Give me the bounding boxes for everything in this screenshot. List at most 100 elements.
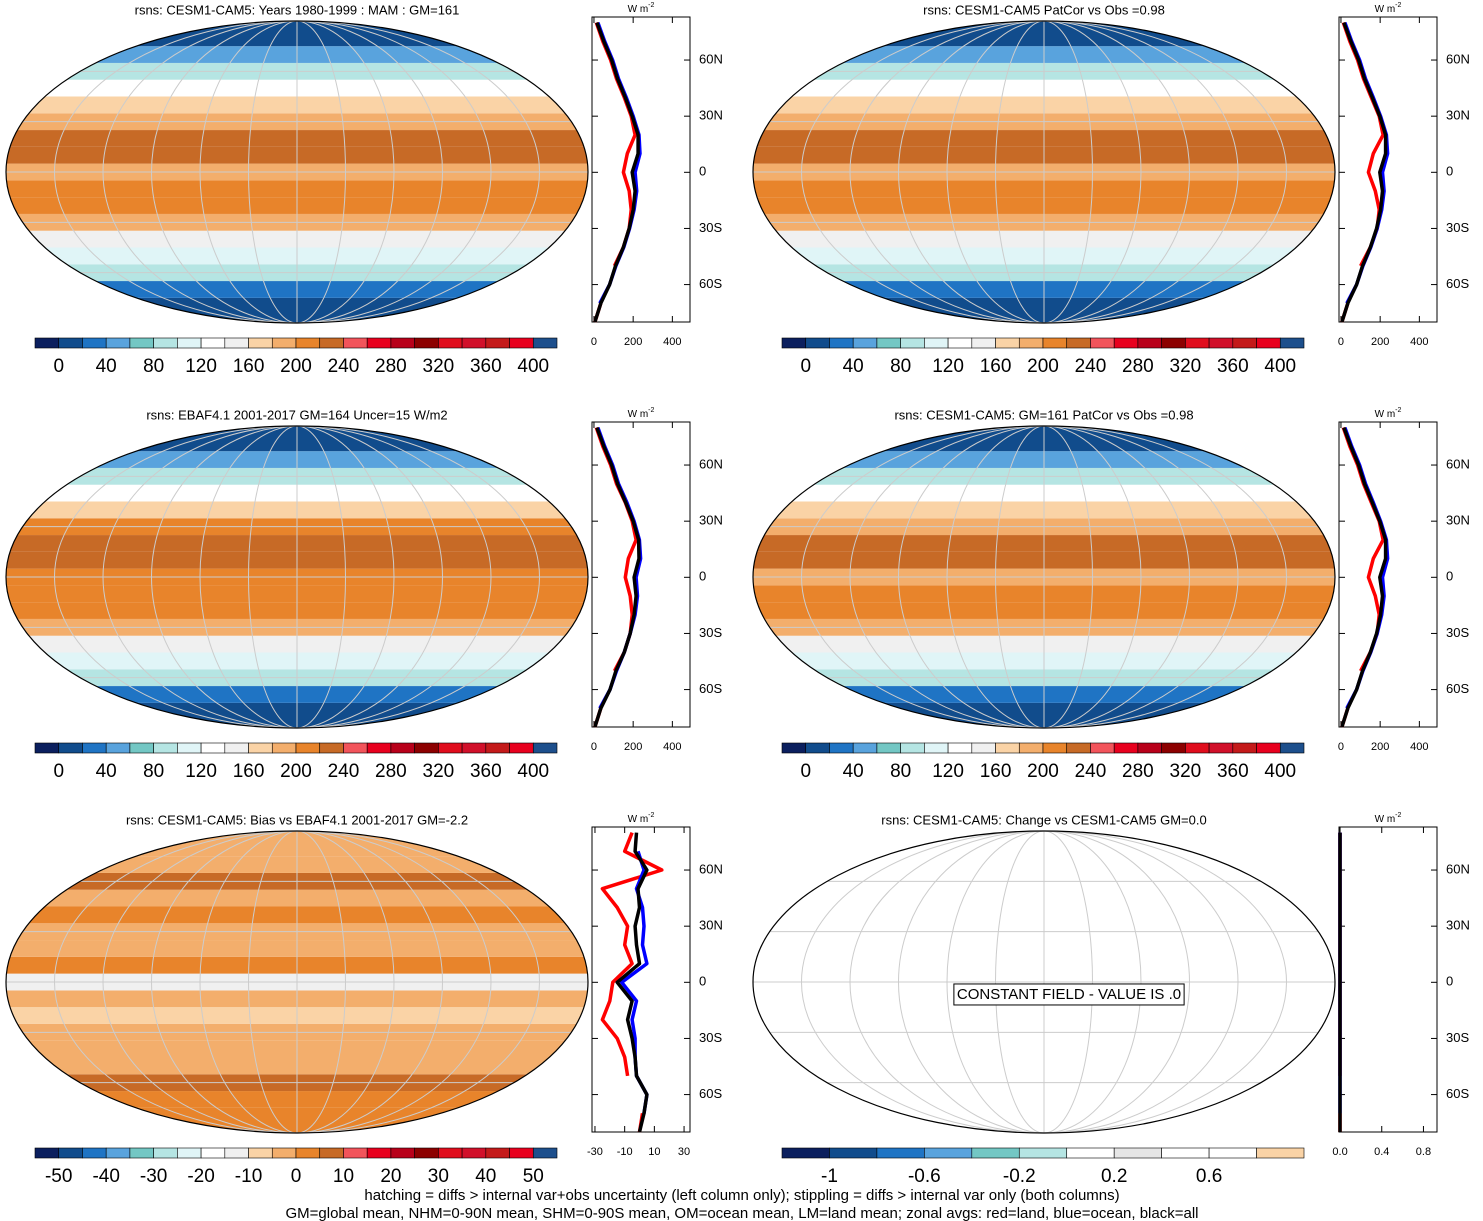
colorbar-box <box>781 337 807 349</box>
colorbar-box <box>58 742 83 754</box>
x-tick-label: 0.8 <box>1416 1146 1431 1158</box>
colorbar-box <box>295 742 321 754</box>
units-exponent: -2 <box>648 812 654 819</box>
colorbar-label: 40 <box>96 761 117 782</box>
colorbar-box <box>876 1147 925 1159</box>
y-tick-label: 60N <box>699 456 723 471</box>
colorbar-box <box>224 1147 249 1159</box>
colorbar-box <box>1090 742 1115 754</box>
colorbar-box <box>1113 1147 1162 1159</box>
colorbar-label: 80 <box>890 356 911 377</box>
colorbar-label: -10 <box>235 1166 262 1187</box>
colorbar-box <box>366 742 392 754</box>
colorbar-box <box>532 1147 558 1159</box>
map-outline <box>5 20 589 324</box>
map-outline <box>5 425 589 729</box>
colorbar-box <box>1232 337 1257 349</box>
colorbar-box <box>900 742 925 754</box>
colorbar-box <box>390 1147 415 1159</box>
units-text: W m <box>1375 814 1396 825</box>
colorbar-box <box>829 1147 878 1159</box>
zonal-line <box>593 21 640 323</box>
colorbar-label: 360 <box>1217 356 1249 377</box>
colorbar-label: 400 <box>1264 761 1296 782</box>
y-tick-label: 60N <box>1446 51 1470 66</box>
units-text: W m <box>1375 4 1396 15</box>
colorbar-box <box>224 742 249 754</box>
zonal-frame <box>591 421 691 728</box>
colorbar-label: 160 <box>980 761 1012 782</box>
y-tick-label: 30N <box>1446 108 1470 123</box>
colorbar-box <box>438 742 463 754</box>
colorbar-label: 360 <box>470 356 502 377</box>
colorbar-box <box>1256 742 1281 754</box>
colorbar-box <box>461 1147 487 1159</box>
panel-title: rsns: CESM1-CAM5: Bias vs EBAF4.1 2001-2… <box>126 812 468 827</box>
colorbar-box <box>1185 337 1210 349</box>
colorbar-label: 80 <box>143 356 164 377</box>
colorbar-box <box>343 742 368 754</box>
map-outline <box>5 830 589 1134</box>
zonal-frame <box>1338 421 1438 728</box>
colorbar-box <box>532 337 558 349</box>
x-tick-label: 200 <box>624 336 642 348</box>
x-tick-label: 0 <box>591 336 597 348</box>
colorbar-label: -20 <box>187 1166 214 1187</box>
colorbar-box <box>1185 742 1210 754</box>
y-tick-label: 60S <box>699 276 722 291</box>
colorbar-label: 200 <box>1027 356 1059 377</box>
colorbar-label: 280 <box>1122 761 1154 782</box>
colorbar-box <box>1208 742 1234 754</box>
colorbar-label: 0 <box>291 1166 302 1187</box>
y-tick-label: 30N <box>699 513 723 528</box>
map-outline <box>752 830 1336 1134</box>
y-tick-label: 30N <box>1446 513 1470 528</box>
colorbar-label: 160 <box>233 356 265 377</box>
colorbar-label: 320 <box>423 761 455 782</box>
y-tick-label: 0 <box>1446 569 1453 584</box>
colorbar-label: 0 <box>53 761 64 782</box>
colorbar-box <box>271 1147 297 1159</box>
y-tick-label: 30S <box>699 220 722 235</box>
x-tick-label: 400 <box>1410 741 1428 753</box>
colorbar-box <box>319 742 344 754</box>
colorbar-box <box>971 337 996 349</box>
colorbar-box <box>532 742 558 754</box>
units-label: W m-2 <box>628 407 655 420</box>
colorbar-box <box>852 337 878 349</box>
y-tick-label: 60N <box>699 861 723 876</box>
colorbar-label: 320 <box>423 356 455 377</box>
colorbar-box <box>177 1147 202 1159</box>
panel-title: rsns: CESM1-CAM5: GM=161 PatCor vs Obs =… <box>894 407 1193 422</box>
colorbar-box <box>438 1147 463 1159</box>
colorbar-box <box>414 337 439 349</box>
colorbar-box <box>876 337 901 349</box>
colorbar-box <box>271 742 297 754</box>
colorbar-box <box>1113 742 1139 754</box>
colorbar-box <box>485 742 510 754</box>
colorbar-box <box>461 337 487 349</box>
colorbar-box <box>390 337 415 349</box>
colorbar-box <box>1279 742 1305 754</box>
map-outline <box>752 20 1336 324</box>
y-tick-label: 60N <box>1446 456 1470 471</box>
colorbar-label: 240 <box>328 356 360 377</box>
x-tick-label: 200 <box>1371 741 1389 753</box>
colorbar-box <box>1256 337 1281 349</box>
colorbar-box <box>1042 742 1068 754</box>
colorbar-box <box>129 1147 154 1159</box>
map-outline <box>752 425 1336 729</box>
x-tick-label: 0.4 <box>1374 1146 1389 1158</box>
colorbar-box <box>781 742 807 754</box>
colorbar-box <box>82 337 107 349</box>
colorbar-box <box>34 742 60 754</box>
colorbar-label: 200 <box>280 356 312 377</box>
zonal-line <box>1340 426 1388 728</box>
colorbar-label: 320 <box>1170 761 1202 782</box>
colorbar-label: -30 <box>140 1166 167 1187</box>
colorbar-box <box>1256 1147 1305 1159</box>
y-tick-label: 0 <box>699 569 706 584</box>
colorbar-box <box>177 742 202 754</box>
colorbar-label: 40 <box>843 356 864 377</box>
colorbar-box <box>1161 337 1186 349</box>
